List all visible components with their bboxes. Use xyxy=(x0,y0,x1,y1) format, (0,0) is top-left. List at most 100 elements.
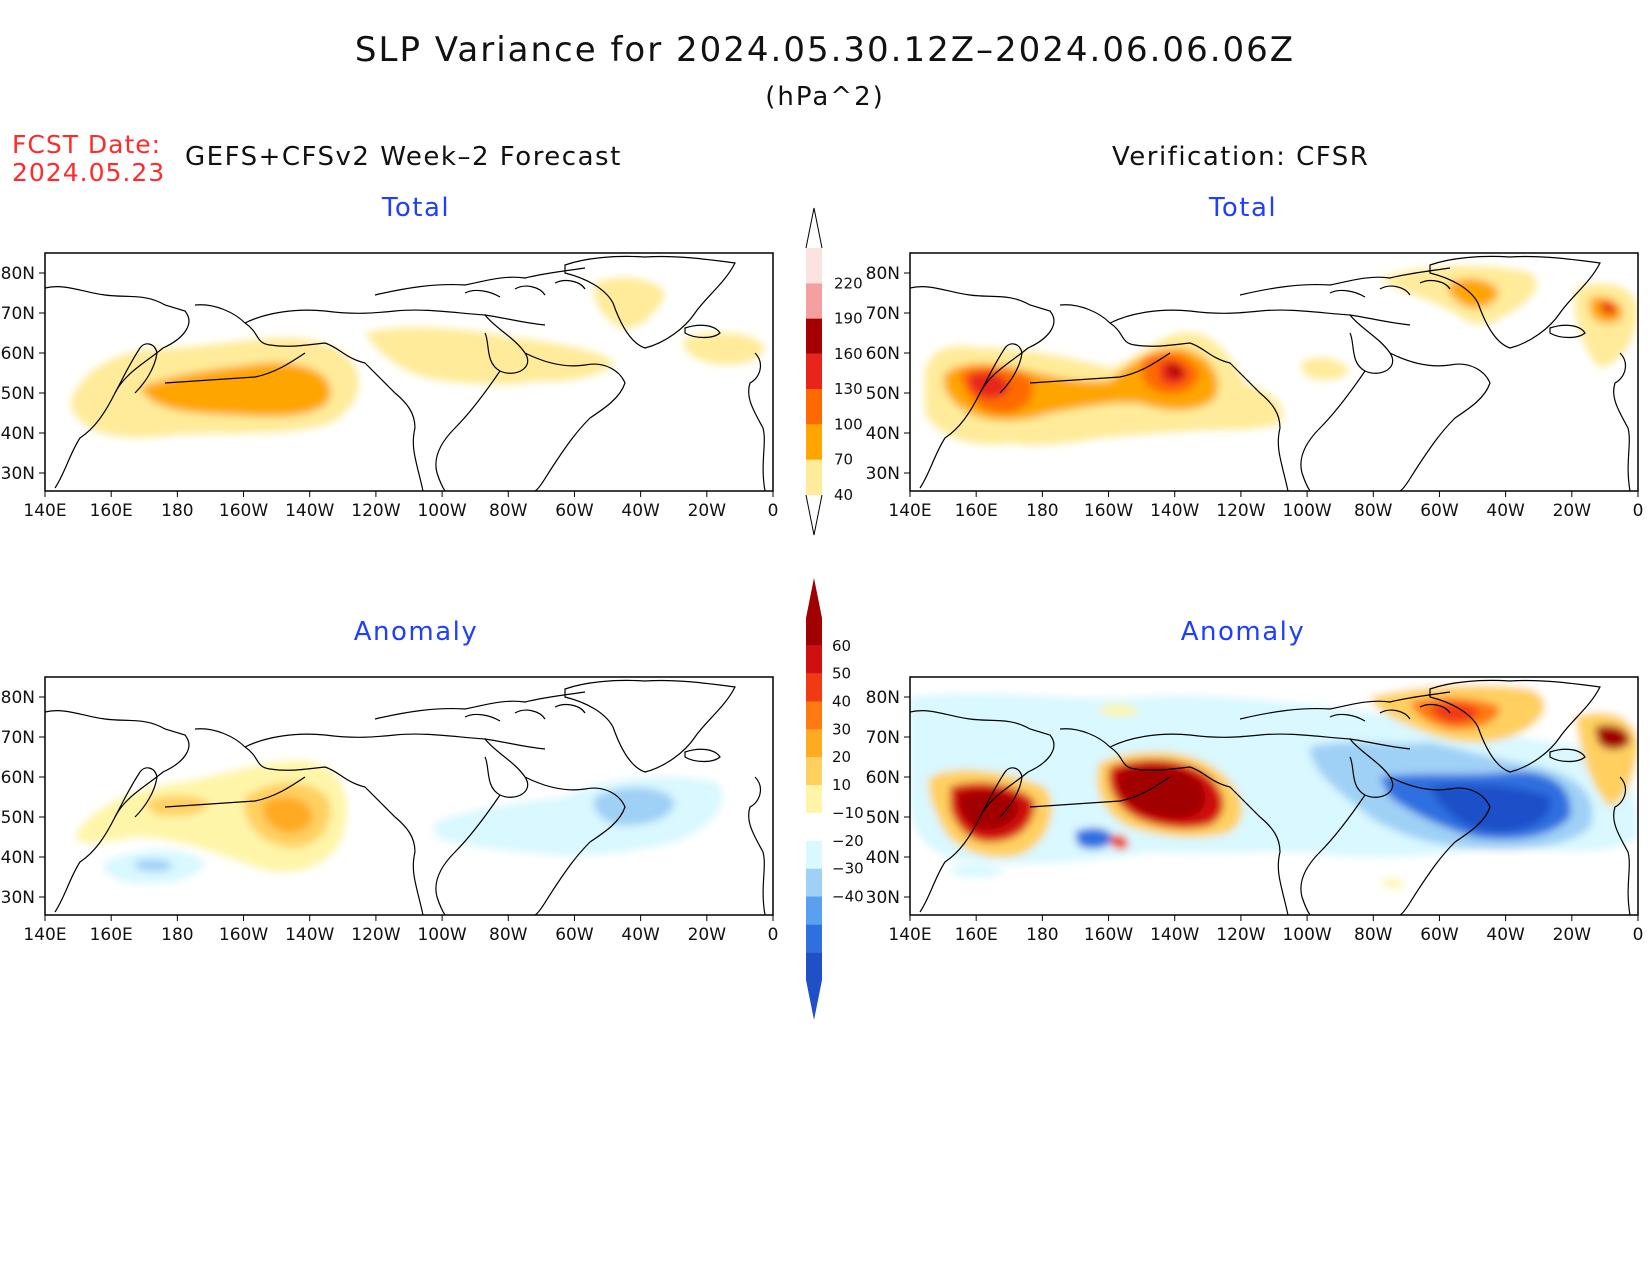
forecast-header: GEFS+CFSv2 Week–2 Forecast xyxy=(185,142,622,172)
lon-label: 100W xyxy=(417,501,466,521)
lat-label: 40N xyxy=(1,424,35,444)
lon-label: 0 xyxy=(768,501,779,521)
lon-label: 160W xyxy=(1084,501,1133,521)
colorbar-swatch xyxy=(806,389,822,425)
colorbar-level-label: 10 xyxy=(832,776,851,794)
lon-label: 20W xyxy=(1553,501,1592,521)
lon-label: 20W xyxy=(688,925,727,945)
lon-label: 80W xyxy=(1354,925,1393,945)
lat-label: 50N xyxy=(1,808,35,828)
colorbar-level-label: 30 xyxy=(832,720,851,738)
lon-label: 140W xyxy=(1150,925,1199,945)
lon-label: 80W xyxy=(489,501,528,521)
panel-title-forecast-total: Total xyxy=(381,193,451,223)
colorbar-swatch xyxy=(806,785,822,813)
lat-label: 50N xyxy=(866,384,900,404)
colorbar-level-label: 60 xyxy=(832,637,851,655)
lon-label: 160E xyxy=(955,501,998,521)
lat-label: 60N xyxy=(866,768,900,788)
lon-label: 160W xyxy=(1084,925,1133,945)
lon-label: 120W xyxy=(351,501,400,521)
map-forecast-anomaly xyxy=(44,676,774,916)
lon-label: 160W xyxy=(219,925,268,945)
lon-label: 140E xyxy=(888,501,931,521)
lon-label: 180 xyxy=(1026,925,1058,945)
lat-label: 70N xyxy=(1,728,35,748)
map-forecast-total xyxy=(44,252,774,492)
colorbar-level-label: 40 xyxy=(832,693,851,711)
colorbar-swatch xyxy=(806,318,822,354)
colorbar-level-label: 160 xyxy=(834,345,863,363)
main-title: SLP Variance for 2024.05.30.12Z–2024.06.… xyxy=(354,30,1296,70)
colorbar-level-label: 40 xyxy=(834,486,853,504)
colorbar-swatch xyxy=(806,729,822,758)
lon-label: 100W xyxy=(417,925,466,945)
colorbar-swatch xyxy=(806,618,822,646)
colorbar-swatch xyxy=(806,701,822,730)
colorbar-arrow-top xyxy=(806,578,822,618)
axis-labels: 140E 160E 180 160W 140W 120W 100W 80W 60W 40W 20W 0… xyxy=(1,264,1644,945)
colorbar-swatch xyxy=(806,673,822,702)
colorbar-swatch xyxy=(806,645,822,674)
lon-label: 140E xyxy=(23,925,66,945)
lon-label: 180 xyxy=(161,501,193,521)
lon-label: 160E xyxy=(90,925,133,945)
colorbar-level-label: 190 xyxy=(834,310,863,328)
lon-label: 60W xyxy=(1420,501,1459,521)
colorbar-level-label: 70 xyxy=(834,451,853,469)
anomaly-colorbar: 60 50 40 30 20 10 −10 −20 −30 −40 xyxy=(806,578,864,1020)
lat-label: 40N xyxy=(1,848,35,868)
lon-label: 0 xyxy=(1633,501,1644,521)
lon-label: 140E xyxy=(23,501,66,521)
lon-label: 120W xyxy=(1216,501,1265,521)
colorbar-swatch xyxy=(806,924,822,953)
colorbar-swatch xyxy=(806,248,822,284)
lat-label: 60N xyxy=(1,344,35,364)
lat-label: 80N xyxy=(1,264,35,284)
lon-label: 160E xyxy=(90,501,133,521)
map-verification-total xyxy=(909,252,1639,492)
lat-label: 70N xyxy=(866,304,900,324)
lon-label: 40W xyxy=(621,501,660,521)
lat-label: 40N xyxy=(866,848,900,868)
lon-label: 140E xyxy=(888,925,931,945)
colorbar-level-label: −10 xyxy=(832,804,864,822)
lat-label: 60N xyxy=(866,344,900,364)
colorbar-swatch xyxy=(806,757,822,786)
lat-label: 50N xyxy=(866,808,900,828)
colorbar-level-label: 220 xyxy=(834,274,863,292)
fcst-date-label: FCST Date: xyxy=(12,130,162,159)
colorbar-swatch xyxy=(806,353,822,390)
colorbar-level-label: −40 xyxy=(832,887,864,905)
lon-label: 160E xyxy=(955,925,998,945)
colorbar-swatch xyxy=(806,952,822,980)
lat-label: 80N xyxy=(866,264,900,284)
fcst-date-value: 2024.05.23 xyxy=(12,158,166,187)
lat-label: 80N xyxy=(1,688,35,708)
colorbar-swatch xyxy=(806,868,822,897)
colorbar-level-label: 130 xyxy=(834,380,863,398)
total-colorbar: 40 70 100 130 160 190 220 xyxy=(805,207,863,536)
lon-label: 180 xyxy=(161,925,193,945)
lat-label: 60N xyxy=(1,768,35,788)
lat-label: 30N xyxy=(1,464,35,484)
lon-label: 160W xyxy=(219,501,268,521)
lat-label: 70N xyxy=(866,728,900,748)
colorbar-swatch xyxy=(806,459,822,495)
colorbar-level-label: −20 xyxy=(832,832,864,850)
lat-label: 40N xyxy=(866,424,900,444)
lat-label: 50N xyxy=(1,384,35,404)
colorbar-level-label: 50 xyxy=(832,665,851,683)
lon-label: 80W xyxy=(489,925,528,945)
lon-label: 0 xyxy=(1633,925,1644,945)
lon-label: 80W xyxy=(1354,501,1393,521)
panel-title-verification-total: Total xyxy=(1208,193,1278,223)
colorbar-level-label: 20 xyxy=(832,748,851,766)
lon-label: 60W xyxy=(555,925,594,945)
lat-label: 80N xyxy=(866,688,900,708)
lon-label: 120W xyxy=(351,925,400,945)
panel-title-forecast-anomaly: Anomaly xyxy=(353,617,479,647)
colorbar-arrow-bottom xyxy=(805,494,823,536)
lon-label: 0 xyxy=(768,925,779,945)
